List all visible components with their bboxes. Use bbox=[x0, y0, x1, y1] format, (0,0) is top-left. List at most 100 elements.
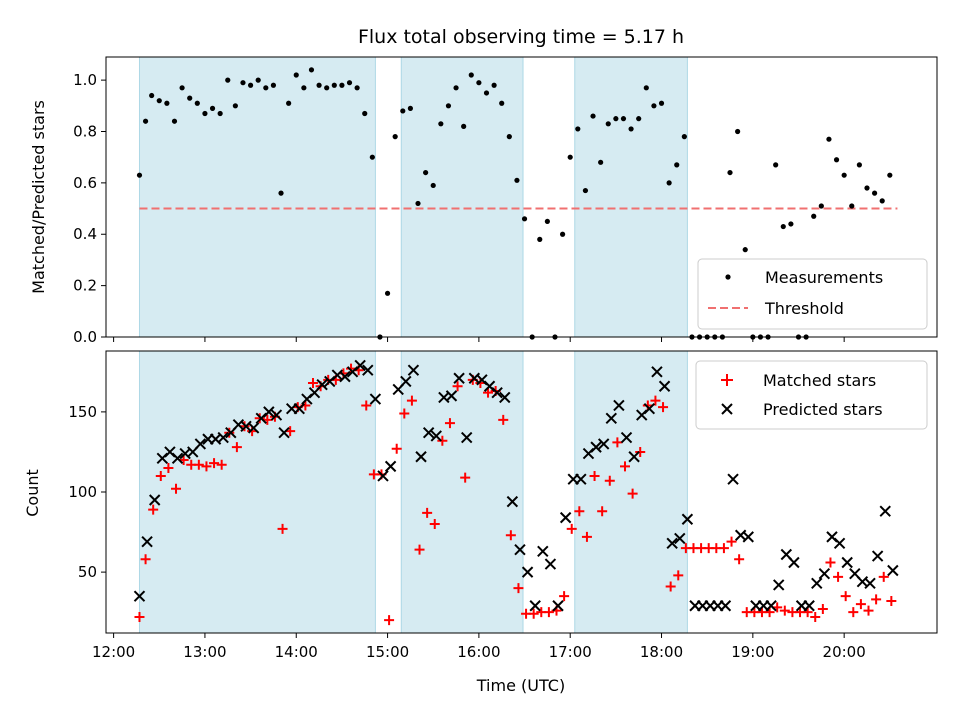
measurement-point bbox=[301, 85, 307, 91]
top-y-tick-label: 0.2 bbox=[73, 277, 97, 295]
measurement-point bbox=[179, 85, 185, 91]
bottom-legend-box bbox=[695, 360, 928, 430]
predicted-star-point bbox=[141, 535, 153, 548]
legend-measurements-marker bbox=[725, 274, 731, 280]
measurement-point bbox=[202, 110, 208, 117]
matched-star-point bbox=[163, 462, 174, 473]
measurement-point bbox=[666, 180, 672, 186]
measurement-point bbox=[674, 162, 680, 168]
x-tick-label: 17:00 bbox=[549, 643, 592, 661]
matched-star-point bbox=[193, 459, 204, 470]
measurement-point bbox=[187, 95, 193, 101]
measurement-point bbox=[643, 85, 649, 91]
predicted-star-point bbox=[445, 390, 458, 402]
predicted-star-point bbox=[362, 364, 374, 376]
matched-star-point bbox=[665, 581, 676, 592]
matched-star-point bbox=[429, 519, 440, 530]
predicted-star-point bbox=[719, 600, 732, 612]
predicted-stars-series bbox=[133, 359, 899, 612]
matched-star-point bbox=[863, 605, 874, 616]
predicted-star-point bbox=[415, 451, 427, 463]
matched-star-point bbox=[209, 458, 220, 469]
measurement-point bbox=[628, 126, 634, 132]
measurement-point bbox=[582, 187, 589, 194]
measurement-point bbox=[788, 221, 794, 227]
matched-star-point bbox=[224, 427, 235, 438]
top-legend-box bbox=[697, 258, 928, 330]
predicted-star-point bbox=[293, 402, 305, 415]
measurement-point bbox=[209, 105, 216, 111]
predicted-star-point bbox=[666, 537, 678, 549]
measurement-point bbox=[499, 100, 505, 106]
legend-threshold-label: Threshold bbox=[764, 299, 844, 318]
measurement-point bbox=[415, 200, 421, 207]
bottom-observing-window bbox=[400, 350, 524, 634]
measurement-point bbox=[225, 77, 231, 83]
measurement-point bbox=[164, 100, 170, 106]
measurement-point bbox=[136, 172, 143, 178]
measurement-point bbox=[461, 123, 467, 129]
bottom-observing-window bbox=[138, 350, 376, 634]
matched-star-point bbox=[726, 536, 737, 547]
matched-star-point bbox=[483, 387, 494, 398]
bottom-legend: Matched stars Predicted stars bbox=[695, 360, 928, 430]
measurement-point bbox=[575, 126, 581, 132]
predicted-star-point bbox=[171, 452, 184, 465]
predicted-star-point bbox=[263, 406, 275, 418]
measurement-point bbox=[864, 185, 870, 191]
x-tick-label: 15:00 bbox=[366, 643, 409, 661]
matched-star-point bbox=[825, 557, 836, 568]
top-plot-frame bbox=[105, 56, 938, 338]
measurement-point bbox=[521, 216, 528, 222]
predicted-star-point bbox=[369, 393, 382, 405]
matched-star-point bbox=[878, 571, 889, 582]
x-tick-label: 20:00 bbox=[823, 643, 866, 661]
matched-star-point bbox=[134, 611, 145, 622]
measurement-point bbox=[826, 136, 832, 142]
matched-star-point bbox=[452, 381, 463, 392]
predicted-star-point bbox=[597, 438, 610, 450]
predicted-star-point bbox=[887, 564, 899, 577]
top-x-axis bbox=[113, 337, 845, 342]
measurement-point bbox=[430, 182, 436, 189]
predicted-star-point bbox=[559, 511, 572, 524]
matched-star-point bbox=[505, 530, 516, 541]
measurement-point bbox=[346, 80, 353, 86]
chart-title: Flux total observing time = 5.17 h bbox=[358, 26, 684, 48]
measurement-point bbox=[818, 203, 824, 209]
matched-star-point bbox=[231, 442, 242, 453]
measurement-point bbox=[423, 169, 429, 176]
legend-matched-label: Matched stars bbox=[763, 371, 876, 390]
bottom-y-tick-label: 50 bbox=[78, 563, 97, 581]
matched-star-point bbox=[201, 461, 212, 472]
measurement-point bbox=[468, 72, 474, 78]
measurement-point bbox=[605, 121, 611, 127]
top-observing-window bbox=[138, 56, 376, 338]
matched-star-point bbox=[437, 435, 448, 446]
top-y-tick-label: 0.4 bbox=[73, 225, 97, 243]
predicted-star-point bbox=[384, 460, 397, 473]
predicted-star-point bbox=[521, 566, 534, 578]
measurement-point bbox=[194, 100, 200, 106]
predicted-star-point bbox=[133, 590, 146, 602]
measurement-point bbox=[400, 108, 406, 114]
measurement-point bbox=[833, 157, 840, 163]
measurement-point bbox=[316, 82, 322, 88]
predicted-star-point bbox=[674, 532, 686, 545]
measurement-point bbox=[491, 82, 497, 88]
x-tick-label: 14:00 bbox=[275, 643, 318, 661]
predicted-star-point bbox=[499, 391, 511, 404]
measurement-point bbox=[598, 159, 604, 165]
predicted-star-point bbox=[407, 364, 420, 376]
predicted-star-point bbox=[316, 378, 328, 391]
predicted-star-point bbox=[681, 513, 694, 525]
measurement-point bbox=[445, 103, 452, 109]
matched-star-point bbox=[589, 470, 600, 481]
predicted-star-point bbox=[773, 579, 785, 591]
predicted-star-point bbox=[354, 359, 366, 372]
top-observing-window bbox=[574, 56, 688, 338]
measurement-point bbox=[811, 213, 817, 219]
predicted-star-point bbox=[514, 543, 526, 556]
measurement-point bbox=[773, 162, 779, 168]
